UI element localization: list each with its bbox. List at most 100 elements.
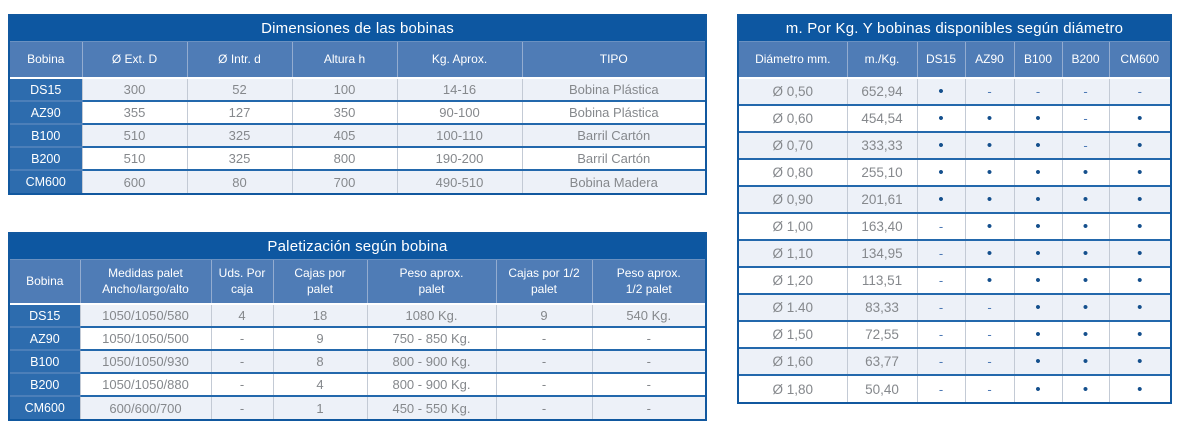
met-cell-b200-3: • [1061, 158, 1109, 186]
dim-row-1: AZ90 355 127 350 90-100 Bobina Plástica [10, 100, 705, 124]
dim-cell-ext-3: 510 [81, 146, 187, 170]
met-cell-b200-9: • [1061, 320, 1109, 348]
pal-cell-bobina-4: CM600 [10, 395, 80, 419]
dim-column-header-ext: Ø Ext. D [81, 42, 187, 79]
pal-cell-bobina-2: B100 [10, 349, 80, 373]
met-cell-b100-10: • [1013, 347, 1062, 375]
pal-cell-medidas-3: 1050/1050/880 [79, 372, 211, 396]
pal-cell-uds-0: 4 [210, 304, 273, 327]
met-cell-cm600-10: • [1108, 347, 1170, 375]
met-cell-mkg-8: 83,33 [846, 293, 917, 321]
met-header-row: Diámetro mm. m./Kg. DS15 AZ90 B100 B200 CM600 [739, 42, 1170, 79]
met-cell-cm600-1: • [1108, 104, 1170, 132]
pal-cell-cajas_half-3: - [495, 372, 592, 396]
met-column-header-az90: AZ90 [964, 42, 1014, 79]
met-cell-az90-5: • [964, 212, 1014, 240]
dim-cell-altura-3: 800 [291, 146, 397, 170]
dimensions-table-title: Dimensiones de las bobinas [10, 16, 705, 42]
dim-cell-bobina-0: DS15 [10, 78, 82, 101]
met-cell-az90-11: - [964, 374, 1014, 402]
pal-cell-cajas-2: 8 [272, 349, 367, 373]
dim-cell-kg-1: 90-100 [396, 100, 522, 124]
pal-column-header-cajas_half: Cajas por 1/2 palet [495, 260, 592, 305]
pal-cell-cajas_half-2: - [495, 349, 592, 373]
dim-cell-intr-0: 52 [186, 78, 292, 101]
met-cell-b100-1: • [1013, 104, 1062, 132]
palletization-table-panel: Paletización según bobina Bobina Medidas … [8, 232, 707, 421]
met-cell-mkg-9: 72,55 [846, 320, 917, 348]
met-cell-ds15-3: • [916, 158, 965, 186]
dim-cell-kg-2: 100-110 [396, 123, 522, 147]
dim-cell-tipo-4: Bobina Madera [521, 169, 705, 193]
met-cell-mkg-2: 333,33 [846, 131, 917, 159]
met-cell-mkg-3: 255,10 [846, 158, 917, 186]
dim-cell-ext-0: 300 [81, 78, 187, 101]
met-column-header-cm600: CM600 [1108, 42, 1170, 79]
met-cell-cm600-5: • [1108, 212, 1170, 240]
pal-cell-medidas-4: 600/600/700 [79, 395, 211, 419]
met-cell-az90-1: • [964, 104, 1014, 132]
met-cell-b100-9: • [1013, 320, 1062, 348]
pal-row-4: CM600 600/600/700-1 450 - 550 Kg. - - [10, 395, 705, 419]
dim-column-header-intr: Ø Intr. d [186, 42, 292, 79]
met-row-0: Ø 0,50 652,94 • - - - - [739, 78, 1170, 105]
met-row-3: Ø 0,80 255,10 • • • • • [739, 158, 1170, 186]
dim-row-4: CM600 600 80 700 490-510 Bobina Madera [10, 169, 705, 193]
pal-cell-cajas_half-0: 9 [495, 304, 592, 327]
pal-cell-cajas_half-4: - [495, 395, 592, 419]
met-cell-ds15-8: - [916, 293, 965, 321]
met-cell-diametro-0: Ø 0,50 [772, 84, 814, 99]
met-cell-b100-8: • [1013, 293, 1062, 321]
met-cell-az90-7: • [964, 266, 1014, 294]
met-row-5: Ø 1,00 163,40- • • • • [739, 212, 1170, 240]
dim-row-2: B100 510 325 405 100-110 Barril Cartón [10, 123, 705, 147]
met-cell-mkg-10: 63,77 [846, 347, 917, 375]
met-cell-b200-8: • [1061, 293, 1109, 321]
pal-cell-peso-1: 750 - 850 Kg. [366, 326, 496, 350]
met-row-9: Ø 1,50 72,55- - • • • [739, 320, 1170, 348]
dim-cell-kg-4: 490-510 [396, 169, 522, 193]
met-cell-az90-3: • [964, 158, 1014, 186]
met-row-2: Ø 0,70 333,33 • • • - • [739, 131, 1170, 159]
pal-cell-peso_half-2: - [591, 349, 705, 373]
met-cell-ds15-5: - [916, 212, 965, 240]
pal-cell-medidas-0: 1050/1050/580 [79, 304, 211, 327]
pal-cell-bobina-0: DS15 [10, 304, 80, 327]
met-cell-ds15-11: - [916, 374, 965, 402]
met-cell-b100-6: • [1013, 239, 1062, 267]
met-cell-mkg-0: 652,94 [846, 78, 917, 105]
pal-cell-medidas-1: 1050/1050/500 [79, 326, 211, 350]
pal-cell-peso_half-1: - [591, 326, 705, 350]
met-cell-ds15-10: - [916, 347, 965, 375]
dim-cell-ext-1: 355 [81, 100, 187, 124]
met-row-4: Ø 0,90 201,61 • • • • • [739, 185, 1170, 213]
pal-cell-peso_half-4: - [591, 395, 705, 419]
met-cell-cm600-9: • [1108, 320, 1170, 348]
met-cell-cm600-7: • [1108, 266, 1170, 294]
met-cell-diametro-6: Ø 1,10 [739, 239, 847, 267]
met-cell-mkg-6: 134,95 [846, 239, 917, 267]
met-cell-b100-11: • [1013, 374, 1062, 402]
pal-cell-cajas-0: 18 [272, 304, 367, 327]
pal-cell-uds-4: - [210, 395, 273, 419]
pal-cell-bobina-1: AZ90 [10, 326, 80, 350]
met-cell-b200-4: • [1061, 185, 1109, 213]
met-cell-cm600-0: - [1108, 78, 1170, 105]
dim-cell-bobina-3: B200 [10, 146, 82, 170]
pal-column-header-medidas: Medidas palet Ancho/largo/alto [79, 260, 211, 305]
met-cell-diametro-10: Ø 1,60 [739, 347, 847, 375]
met-cell-az90-8: - [964, 293, 1014, 321]
dim-cell-intr-3: 325 [186, 146, 292, 170]
pal-row-0: DS15 1050/1050/580 4 18 1080 Kg. 9 540 Kg. [10, 304, 705, 327]
met-cell-diametro-11: Ø 1,80 [739, 374, 847, 402]
pal-cell-peso-0: 1080 Kg. [366, 304, 496, 327]
met-cell-b200-10: • [1061, 347, 1109, 375]
pal-cell-peso-3: 800 - 900 Kg. [366, 372, 496, 396]
met-cell-mkg-7: 113,51 [846, 266, 917, 294]
met-cell-b100-5: • [1013, 212, 1062, 240]
dimensions-table-panel: Dimensiones de las bobinas Bobina Ø Ext. … [8, 14, 707, 195]
dim-cell-ext-4: 600 [81, 169, 187, 193]
dim-cell-altura-1: 350 [291, 100, 397, 124]
pal-column-header-peso_half: Peso aprox. 1/2 palet [591, 260, 705, 305]
